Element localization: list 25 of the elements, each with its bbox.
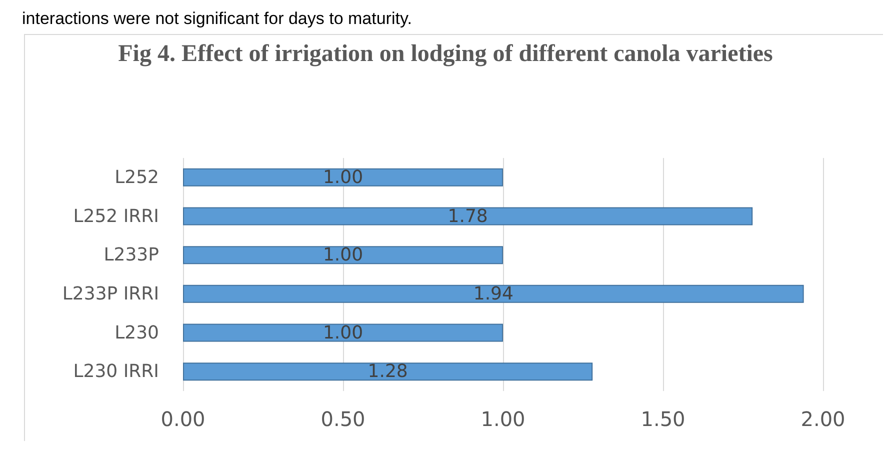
x-tick-label: 1.50	[640, 407, 686, 431]
bar	[183, 324, 503, 342]
x-tick-label: 0.50	[320, 407, 366, 431]
x-tick-label: 0.00	[160, 407, 206, 431]
text: interactions were not significant for days to maturity.	[22, 9, 412, 28]
bar	[183, 246, 503, 264]
x-tick-label: 2.00	[800, 407, 846, 431]
y-tick-label: L230 IRRI	[73, 361, 159, 382]
x-tick-label: 1.00	[480, 407, 526, 431]
bar	[183, 284, 804, 303]
data-label: 1.00	[322, 244, 364, 266]
bar	[183, 362, 593, 381]
data-label: 1.28	[368, 361, 408, 382]
chart-title: Fig 4. Effect of irrigation on lodging of different canola varieties	[118, 41, 773, 67]
y-tick-label: L233P	[104, 244, 160, 266]
y-tick-label: L252 IRRI	[73, 206, 159, 227]
y-tick-label: L230	[114, 322, 159, 344]
data-label: 1.94	[473, 283, 514, 304]
bar	[183, 168, 503, 186]
data-label: 1.00	[322, 322, 364, 344]
bar	[183, 207, 753, 226]
y-tick-label: L252	[114, 166, 159, 188]
data-label: 1.00	[322, 166, 364, 188]
y-tick-label: L233P IRRI	[62, 283, 159, 304]
data-label: 1.78	[448, 206, 488, 227]
